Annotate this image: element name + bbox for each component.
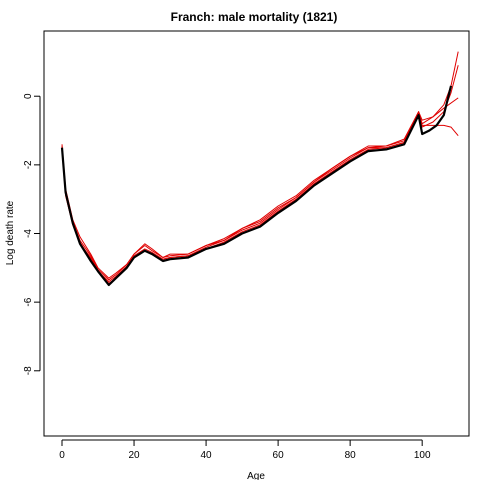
x-tick-label: 20 [128, 450, 140, 461]
x-tick-label: 60 [273, 450, 285, 461]
x-tick-label: 100 [414, 450, 431, 461]
series-line-4 [61, 97, 459, 281]
y-axis-label: Log death rate [5, 200, 16, 265]
series-line-5 [61, 112, 459, 284]
series-line-3 [61, 65, 459, 283]
y-axis: 0 -2 -4 -6 -8 [23, 93, 41, 375]
series-line-1 [60, 85, 453, 287]
series-line-2 [61, 51, 459, 279]
x-tick-label: 0 [59, 450, 65, 461]
y-tick-label: 0 [23, 93, 34, 99]
y-tick-label: -4 [23, 229, 34, 238]
y-tick-label: -8 [23, 366, 34, 375]
x-axis: 0 20 40 60 80 100 [59, 439, 431, 461]
series-layer [60, 51, 459, 287]
plot-frame [43, 30, 470, 437]
x-tick-label: 80 [345, 450, 357, 461]
x-axis-label: Age [247, 471, 265, 480]
chart-title: Franch: male mortality (1821) [171, 10, 338, 24]
y-tick-label: -2 [23, 160, 34, 169]
y-tick-label: -6 [23, 297, 34, 306]
x-tick-label: 40 [201, 450, 213, 461]
